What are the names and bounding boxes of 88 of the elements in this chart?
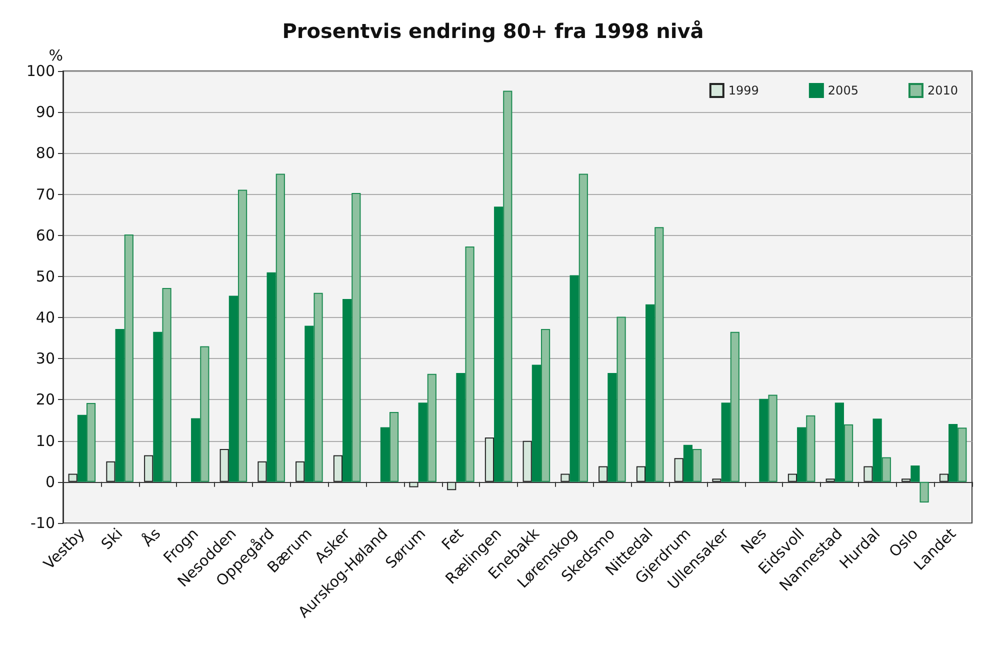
bar: [314, 292, 323, 482]
bar: [191, 418, 200, 482]
bar: [540, 329, 550, 482]
bar: [608, 373, 617, 482]
y-tick-label: 30: [36, 350, 55, 368]
bar: [844, 424, 854, 482]
bar: [768, 394, 778, 482]
bar: [144, 455, 154, 482]
bar: [730, 332, 740, 482]
y-tick-label: 0: [45, 472, 55, 491]
y-tick-label: 60: [36, 226, 55, 244]
bar: [409, 482, 418, 488]
bar: [636, 466, 646, 482]
bar: [342, 299, 352, 482]
bar: [616, 316, 626, 482]
bar: [115, 329, 124, 482]
bar: [522, 440, 532, 482]
bar: [124, 234, 134, 482]
bar: [864, 466, 873, 482]
bar: [484, 438, 494, 482]
bar: [872, 418, 882, 482]
y-tick-label: 40: [36, 308, 55, 327]
bar: [570, 275, 579, 482]
bar: [646, 304, 655, 482]
bar: [683, 444, 692, 482]
bar: [380, 427, 390, 482]
chart-title: Prosentvis endring 80+ fra 1998 nivå: [282, 19, 704, 43]
bar: [427, 374, 436, 482]
y-tick-label: 50: [36, 267, 55, 286]
bar: [939, 474, 949, 482]
bar: [258, 461, 267, 482]
bar: [721, 402, 730, 482]
bar: [153, 332, 162, 482]
bar: [238, 190, 248, 482]
bar: [674, 458, 684, 482]
bar: [304, 326, 314, 482]
bar: [788, 474, 798, 482]
y-tick-label: 10: [36, 432, 55, 450]
legend-label: 2005: [828, 84, 858, 98]
bar: [654, 227, 664, 482]
bar: [806, 415, 816, 482]
y-tick-label: 20: [36, 390, 55, 409]
bar: [503, 90, 512, 482]
y-tick-label: 80: [36, 144, 55, 162]
bar: [418, 402, 428, 482]
x-tick-label: Ås: [138, 524, 164, 550]
bar: [826, 478, 835, 482]
bar: [456, 373, 466, 482]
bar: [560, 474, 570, 482]
bar: [352, 193, 361, 482]
bar: [228, 296, 238, 482]
y-tick-label: 90: [36, 103, 55, 122]
bar: [106, 461, 116, 482]
bar: [276, 174, 285, 482]
bar: [465, 246, 474, 482]
bar: [910, 465, 920, 482]
bar: [797, 427, 806, 482]
bar: [389, 412, 399, 482]
bar: [958, 428, 967, 482]
bar: [447, 482, 456, 490]
x-tick-label: Ski: [98, 524, 126, 554]
bar: [494, 206, 504, 482]
bar: [578, 174, 588, 482]
bar: [266, 272, 276, 482]
bar: [77, 414, 86, 482]
bar: [692, 449, 702, 482]
y-tick-label: 70: [36, 185, 55, 204]
y-tick-label: 100: [26, 62, 55, 80]
legend-label: 1999: [728, 84, 759, 98]
y-axis-title: %: [48, 46, 63, 64]
bar: [920, 482, 929, 502]
bar: [759, 398, 768, 482]
bar: [834, 402, 844, 482]
bar: [882, 457, 891, 482]
bar: [532, 364, 541, 482]
bar: [162, 288, 172, 482]
bar: [598, 466, 608, 482]
bar: [86, 403, 96, 482]
bar: [296, 461, 305, 482]
bar: [68, 474, 78, 482]
bar: [712, 478, 722, 482]
bar: [948, 424, 958, 482]
bar: [200, 346, 210, 482]
bar: [220, 449, 229, 482]
legend-label: 2010: [927, 84, 958, 98]
bar: [902, 478, 911, 482]
bar: [333, 455, 343, 482]
y-tick-label: -10: [30, 514, 55, 532]
